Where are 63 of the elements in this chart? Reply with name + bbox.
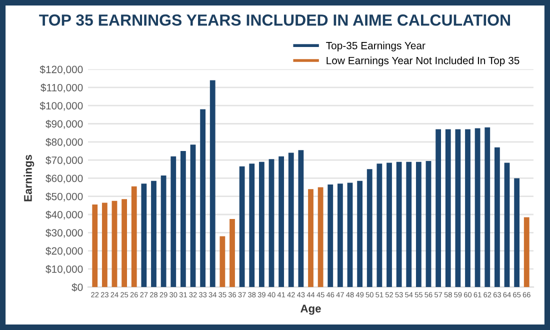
bar [474,128,480,288]
bar [465,129,470,288]
bar [416,162,422,288]
bar [406,162,412,288]
bar [455,129,461,288]
bar [160,175,166,288]
y-tick-label: $40,000 [46,210,83,220]
bar [141,184,147,288]
bar [376,164,382,288]
bar [102,202,108,288]
bar [426,160,432,288]
y-axis-title: Earnings [24,154,34,202]
bar [484,127,490,288]
y-tick-label: $0 [72,283,83,292]
y-tick-label: $70,000 [46,156,83,166]
bar [357,180,363,288]
bar [210,80,216,288]
bar [190,144,196,288]
chart-title: TOP 35 EARNINGS YEARS INCLUDED IN AIME CALCULATION [39,14,510,26]
bar [278,156,284,288]
y-tick-label: $90,000 [46,120,83,129]
y-tick-label: $60,000 [46,174,83,184]
bar [318,187,324,288]
bar [258,162,264,288]
bar [366,169,372,288]
bar [386,162,392,288]
bar [328,184,334,288]
bar [239,166,245,288]
bar [396,162,402,288]
bar [337,184,343,288]
bar [514,178,520,288]
y-tick-label: $110,000 [40,84,83,93]
bar [524,217,530,288]
legend-label: Low Earnings Year Not Included In Top 35 [326,56,520,66]
bar [112,200,118,288]
bar [504,162,510,288]
bar [122,199,128,288]
legend-label: Top-35 Earnings Year [326,42,426,52]
bar [180,150,186,288]
bar [494,147,500,288]
bar [298,150,304,288]
bar [445,129,451,288]
bar [347,182,353,288]
y-tick-label: $80,000 [46,138,83,148]
bar [268,159,274,288]
y-tick-label: $10,000 [46,265,83,274]
bar [436,129,442,288]
y-tick-label: $30,000 [46,228,83,238]
bar [92,204,98,288]
y-tick-label: $120,000 [40,65,83,74]
bar [220,236,226,288]
bar [288,152,294,288]
bar [151,180,156,288]
bar [308,189,314,288]
bar [170,156,176,288]
y-tick-label: $100,000 [40,102,83,111]
x-axis-title: Age [300,304,321,315]
bar [249,164,255,288]
bar [230,219,235,288]
y-tick-label: $20,000 [46,246,83,256]
bar [131,186,137,288]
y-tick-label: $50,000 [46,192,83,202]
bar [200,109,206,288]
